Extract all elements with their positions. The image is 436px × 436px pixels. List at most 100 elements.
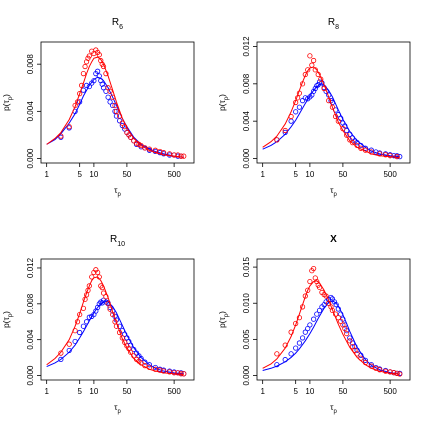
data-point-red [311, 57, 317, 64]
data-point-red [142, 363, 148, 369]
x-tick-label: 1 [260, 387, 265, 396]
y-tick-label: 0.005 [242, 329, 251, 350]
y-axis-label: p(τp) [1, 94, 14, 111]
y-tick-label: 0.000 [26, 148, 35, 169]
data-point-red [80, 71, 87, 77]
data-point-red [309, 62, 315, 68]
data-point-blue [293, 109, 299, 115]
data-point-red [397, 371, 403, 377]
data-point-red [122, 124, 128, 130]
data-point-blue [347, 131, 353, 137]
x-tick-label: 10 [89, 387, 98, 396]
data-point-blue [107, 99, 113, 105]
data-point-red [72, 102, 78, 109]
data-point-red [299, 304, 306, 310]
x-tick-label: 10 [305, 387, 314, 396]
data-point-blue [105, 94, 111, 100]
data-point-red [82, 296, 88, 302]
data-point-red [349, 140, 356, 146]
data-point-red [131, 138, 137, 144]
data-point-red [299, 81, 306, 87]
data-point-red [82, 63, 88, 70]
data-point-red [79, 82, 85, 89]
fit-curve-red [262, 66, 400, 159]
data-point-red [311, 265, 317, 272]
y-tick-label: 0.012 [26, 257, 35, 278]
y-axis-label: p(τp) [217, 311, 230, 328]
x-axis-label: τp [330, 185, 337, 198]
data-point-blue [335, 306, 341, 312]
data-point-blue [296, 340, 303, 346]
data-point-blue [312, 85, 318, 92]
data-point-red [282, 127, 288, 134]
data-point-blue [368, 362, 374, 368]
data-point-red [312, 67, 318, 73]
x-tick-label: 10 [305, 170, 314, 179]
data-point-red [282, 342, 288, 348]
chart-title-subscript: 6 [119, 24, 123, 31]
x-tick-label: 5 [293, 387, 298, 396]
x-tick-label: 500 [383, 170, 397, 179]
y-axis-label-close: ) [1, 94, 11, 97]
data-point-red [85, 287, 91, 293]
data-point-red [146, 364, 153, 371]
data-point-red [128, 349, 134, 355]
data-point-red [110, 311, 116, 318]
data-point-red [181, 371, 187, 377]
data-point-red [105, 301, 111, 307]
data-point-red [112, 102, 118, 109]
data-point-blue [314, 311, 320, 317]
data-point-red [119, 120, 125, 126]
data-point-red [358, 145, 364, 151]
data-point-blue [288, 118, 294, 124]
data-point-red [296, 315, 303, 321]
y-tick-label: 0.000 [26, 365, 35, 386]
data-point-red [305, 287, 311, 293]
data-point-blue [86, 314, 92, 320]
data-point-blue [311, 88, 317, 94]
data-point-blue [116, 118, 123, 124]
data-point-red [332, 113, 339, 120]
data-point-red [96, 52, 102, 58]
data-point-red [323, 293, 329, 299]
data-point-red [368, 363, 374, 369]
x-tick-label: 5 [77, 387, 82, 396]
data-point-blue [95, 68, 101, 74]
data-point-blue [96, 73, 102, 79]
data-point-blue [83, 82, 90, 89]
data-point-red [152, 147, 158, 153]
y-tick-label: 0.015 [242, 257, 251, 278]
data-point-red [99, 285, 105, 291]
data-point-red [58, 133, 64, 139]
data-point-blue [110, 102, 116, 109]
fit-curve-blue [46, 300, 184, 375]
data-point-blue [119, 122, 125, 129]
data-point-blue [362, 357, 369, 363]
y-tick-label: 0.004 [26, 329, 35, 350]
data-point-red [166, 151, 173, 157]
data-point-blue [152, 364, 158, 371]
x-tick-label: 50 [122, 387, 131, 396]
data-point-red [66, 341, 72, 347]
data-point-red [274, 351, 280, 357]
data-point-blue [307, 322, 313, 328]
data-point-red [112, 319, 118, 325]
data-point-blue [77, 329, 83, 336]
data-point-red [80, 305, 87, 311]
data-point-red [72, 328, 78, 334]
data-point-red [316, 284, 323, 290]
data-point-red [335, 315, 341, 321]
x-axis-label-subscript: p [118, 409, 122, 415]
x-tick-label: 5 [77, 170, 82, 179]
y-axis-label: p(τp) [217, 94, 230, 111]
data-point-blue [296, 104, 303, 110]
y-axis-label-subscript: p [8, 313, 14, 317]
data-point-blue [86, 83, 92, 90]
data-point-red [86, 53, 92, 59]
x-axis-label-subscript: p [334, 192, 338, 198]
x-axis-label-text: τ [330, 185, 334, 195]
data-point-red [391, 370, 397, 376]
x-axis-label: τp [330, 402, 337, 415]
data-point-red [146, 146, 153, 152]
